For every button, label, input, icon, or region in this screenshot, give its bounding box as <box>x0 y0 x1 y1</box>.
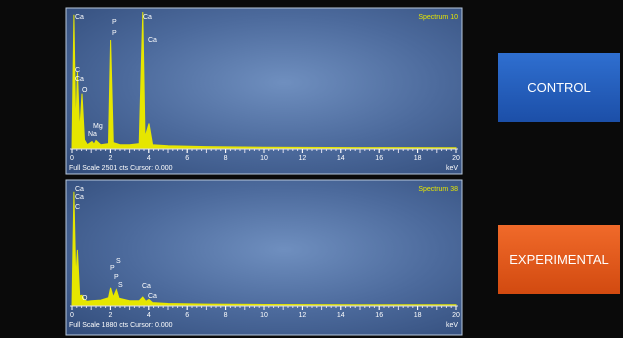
x-tick-label: 12 <box>299 155 307 162</box>
x-tick-label: 18 <box>414 155 422 162</box>
x-tick-label: 8 <box>224 155 228 162</box>
peak-label: Ca <box>75 14 84 21</box>
peak-label: Ca <box>75 194 84 201</box>
peak-label: Ca <box>148 37 157 44</box>
footer: Full Scale 2501 cts Cursor: 0.000 <box>69 165 173 172</box>
experimental-label: EXPERIMENTAL <box>498 225 620 294</box>
spectrum-title: Spectrum 38 <box>418 186 458 193</box>
peak-label: Ca <box>143 14 152 21</box>
peak-label: O <box>82 87 88 94</box>
peak-label: Ca <box>148 293 157 300</box>
x-tick-label: 10 <box>260 312 268 319</box>
x-tick-label: 4 <box>147 312 151 319</box>
peak-label: C <box>75 204 80 211</box>
peak-label: S <box>118 282 123 289</box>
peak-label: P <box>114 274 119 281</box>
x-tick-label: 20 <box>452 312 460 319</box>
x-tick-label: 0 <box>70 155 74 162</box>
x-tick-label: 20 <box>452 155 460 162</box>
peak-label: Mg <box>93 123 103 130</box>
footer: Full Scale 1880 cts Cursor: 0.000 <box>69 322 173 329</box>
peak-label: O <box>82 295 88 302</box>
x-tick-label: 4 <box>147 155 151 162</box>
x-tick-label: 6 <box>185 312 189 319</box>
peak-label: P <box>112 19 117 26</box>
spectrum-title: Spectrum 10 <box>418 14 458 21</box>
control-label: CONTROL <box>498 53 620 122</box>
peak-label: S <box>116 258 121 265</box>
peak-label: Na <box>88 131 97 138</box>
peak-label: C <box>75 67 80 74</box>
x-tick-label: 16 <box>375 155 383 162</box>
x-tick-label: 10 <box>260 155 268 162</box>
x-tick-label: 0 <box>70 312 74 319</box>
peak-label: Ca <box>75 76 84 83</box>
x-tick-label: 14 <box>337 155 345 162</box>
x-tick-label: 18 <box>414 312 422 319</box>
x-axis-label: keV <box>446 165 458 172</box>
x-tick-label: 12 <box>299 312 307 319</box>
x-tick-label: 16 <box>375 312 383 319</box>
x-axis-label: keV <box>446 322 458 329</box>
peak-label: Ca <box>142 283 151 290</box>
x-tick-label: 8 <box>224 312 228 319</box>
x-tick-label: 6 <box>185 155 189 162</box>
x-tick-label: 2 <box>108 312 112 319</box>
peak-label: P <box>110 265 115 272</box>
peak-label: P <box>112 30 117 37</box>
peak-label: Ca <box>75 186 84 193</box>
x-tick-label: 14 <box>337 312 345 319</box>
figure: 02468101214161820CaCCaOMgNaPPCaCaSpectru… <box>0 0 623 338</box>
x-tick-label: 2 <box>108 155 112 162</box>
